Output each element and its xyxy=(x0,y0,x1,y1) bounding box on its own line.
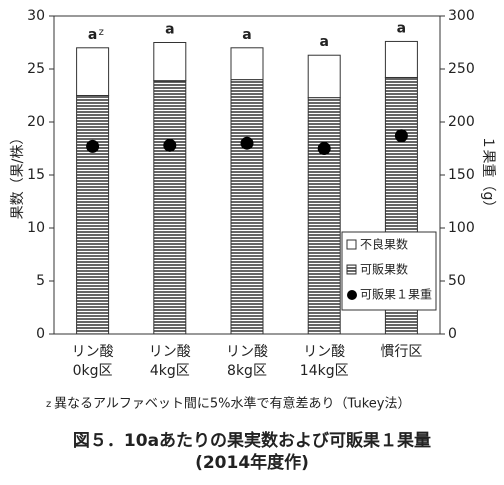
significance-note-mark: z xyxy=(99,27,104,38)
bar-segment xyxy=(153,42,187,82)
dot xyxy=(86,139,100,153)
dot xyxy=(240,136,254,150)
y2-tick-label: 50 xyxy=(448,273,466,289)
legend-label: 可販果１果重 xyxy=(360,288,432,302)
x-tick-label: 0kg区 xyxy=(73,363,113,379)
y2-tick-label: 300 xyxy=(448,8,475,24)
legend-box xyxy=(341,231,437,311)
x-tick-label: リン酸 xyxy=(303,344,345,360)
x-tick-label: 4kg区 xyxy=(150,363,190,379)
legend-symbol xyxy=(347,290,357,300)
y2-tick-label: 100 xyxy=(448,220,475,236)
significance-label: a xyxy=(319,34,328,50)
dot xyxy=(317,142,331,155)
x-tick-label: 14kg区 xyxy=(300,363,349,379)
significance-label: a xyxy=(397,20,406,36)
bar-segment xyxy=(384,40,418,78)
chart-subtitle: (2014年度作) xyxy=(195,452,309,473)
y2-tick-label: 250 xyxy=(448,61,475,77)
x-tick-label: 慣行区 xyxy=(380,343,422,360)
x-tick-label: リン酸 xyxy=(149,344,191,360)
x-tick-label: 8kg区 xyxy=(227,363,267,379)
bar-segment xyxy=(76,95,110,335)
y2-tick-label: 200 xyxy=(448,114,475,130)
significance-label: a xyxy=(165,22,174,38)
y-axis-label: 果数（果/株） xyxy=(10,131,26,220)
bar-segment xyxy=(153,80,187,335)
y-tick-label: 0 xyxy=(36,326,45,342)
legend-label: 可販果数 xyxy=(360,262,408,277)
bar-segment xyxy=(76,47,110,96)
dot xyxy=(394,129,408,143)
y-tick-label: 30 xyxy=(27,8,45,24)
significance-label: a xyxy=(242,27,251,43)
y-tick-label: 10 xyxy=(27,220,45,236)
x-tick-label: リン酸 xyxy=(72,344,114,360)
y-tick-label: 15 xyxy=(27,167,45,183)
y2-tick-label: 150 xyxy=(448,167,475,183)
footnote: 異なるアルファベット間に5%水準で有意差あり（Tukey法） xyxy=(54,396,410,412)
bar-segment xyxy=(230,79,264,335)
dot xyxy=(163,138,177,152)
y2-axis-label: １果重（g） xyxy=(480,136,496,215)
y-tick-label: 20 xyxy=(27,114,45,130)
x-tick-label: リン酸 xyxy=(226,344,268,360)
y-tick-label: 25 xyxy=(27,61,45,77)
legend-symbol xyxy=(346,239,357,250)
legend-label: 不良果数 xyxy=(360,237,408,252)
bar-segment xyxy=(307,97,341,335)
significance-label: a xyxy=(88,27,97,43)
bar-segment xyxy=(230,47,264,81)
footnote-mark: z xyxy=(46,399,51,410)
y2-tick-label: 0 xyxy=(448,326,457,342)
y-tick-label: 5 xyxy=(36,273,45,289)
legend-symbol xyxy=(346,264,357,275)
chart-title: 図５．10aあたりの果実数および可販果１果量 xyxy=(73,430,431,451)
bar-segment xyxy=(307,54,341,99)
